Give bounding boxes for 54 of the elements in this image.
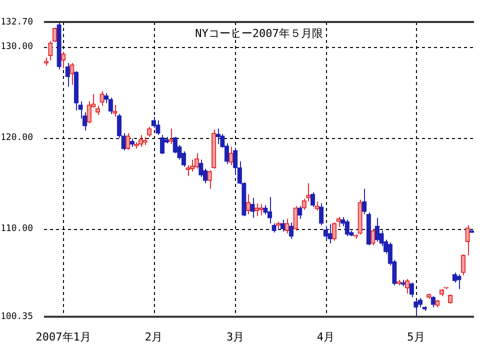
candlestick	[160, 134, 165, 155]
candlestick	[465, 224, 470, 256]
candlestick	[288, 222, 294, 240]
candlestick	[298, 206, 302, 220]
candlestick	[452, 272, 457, 284]
candlestick	[70, 62, 74, 86]
x-tick-label: 2007年1月	[36, 330, 91, 344]
candlestick	[319, 202, 324, 226]
x-tick-label: 2月	[144, 330, 162, 344]
chart-title: NYコーヒー2007年５月限	[195, 26, 323, 40]
candlestick	[409, 282, 414, 298]
candlestick	[272, 222, 276, 234]
candlestick	[254, 202, 260, 217]
candlestick	[126, 132, 130, 150]
candlestick	[147, 126, 152, 138]
candlestick	[310, 192, 316, 208]
candlestick	[246, 194, 251, 215]
candlestick	[332, 222, 337, 242]
x-tick-label: 4月	[316, 330, 334, 344]
candlestick	[100, 90, 104, 106]
x-tick-label: 5月	[407, 330, 425, 344]
candlestick	[430, 296, 436, 308]
candlestick	[448, 294, 453, 304]
candlestick	[95, 105, 100, 116]
candlestick	[284, 218, 290, 234]
candlestick	[228, 146, 234, 166]
candlestick	[156, 120, 160, 136]
candlestick	[460, 254, 466, 276]
candlestick	[250, 197, 255, 218]
candlestick	[280, 219, 285, 232]
candlestick	[293, 206, 298, 232]
candlestick	[456, 274, 462, 290]
candlestick	[168, 128, 174, 145]
candlestick	[344, 219, 350, 237]
candlestick	[263, 204, 268, 215]
candlestick	[108, 97, 113, 115]
candlestick	[323, 226, 328, 240]
candlestick	[61, 52, 66, 69]
candlestick	[172, 136, 178, 154]
candlestick	[336, 216, 341, 228]
candlestick	[207, 170, 212, 190]
x-tick-label: 3月	[226, 330, 244, 344]
candlestick	[405, 278, 410, 294]
candlestick	[414, 299, 418, 317]
candlestick	[190, 159, 195, 172]
candlestick	[328, 224, 332, 244]
candlestick	[374, 217, 380, 242]
candlestick	[65, 62, 70, 88]
candlestick	[198, 159, 204, 178]
candlestick	[138, 134, 144, 148]
candlestick	[86, 100, 92, 124]
candlestick	[314, 201, 320, 212]
candlestick	[267, 196, 272, 224]
candlestick	[370, 228, 376, 246]
